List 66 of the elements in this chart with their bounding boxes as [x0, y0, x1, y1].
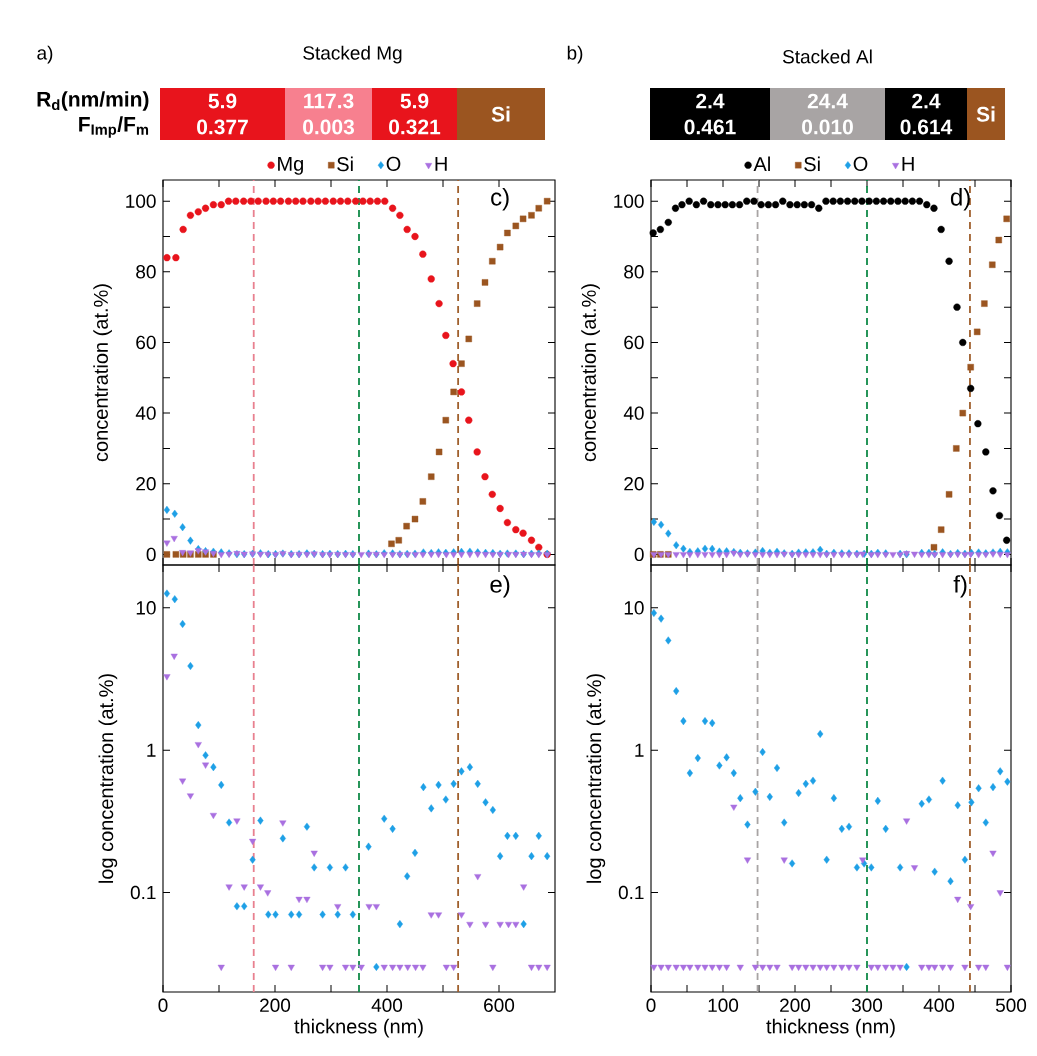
x-tick-label: 300 — [851, 998, 883, 1012]
text: a) — [37, 45, 53, 64]
y-tick-label: 100 — [126, 194, 156, 208]
legend-label: O — [386, 156, 401, 171]
x-tick-label: 200 — [260, 998, 291, 1012]
text: 2.4 — [696, 93, 725, 109]
annotation: e) — [490, 575, 510, 598]
text: 0.614 — [900, 119, 953, 135]
y-tick-label: 0.1 — [618, 885, 644, 900]
text: 0.377 — [197, 119, 248, 135]
text: Si — [976, 106, 995, 122]
y-tick-label: 10 — [624, 601, 644, 615]
y-tick-label: 1 — [635, 743, 644, 757]
y-axis-title: log concentration (at.%) — [98, 674, 118, 883]
x-tick-label: 500 — [995, 998, 1027, 1012]
legend-label: Mg — [278, 156, 303, 175]
y-tick-label: 0.1 — [130, 885, 156, 900]
y-tick-label: 60 — [136, 335, 156, 350]
text: 2.4 — [912, 93, 941, 109]
x-tick-label: 400 — [923, 998, 955, 1012]
text: Stacked Mg — [303, 45, 402, 64]
legend-label: H — [435, 156, 447, 171]
annotation: c) — [491, 188, 509, 211]
legend-label: H — [902, 156, 914, 171]
y-axis-title: concentration (at.%) — [93, 284, 112, 462]
y-tick-label: 60 — [624, 335, 644, 350]
x-tick-label: 200 — [780, 998, 811, 1012]
text: 117.3 — [304, 93, 354, 109]
x-tick-label: 400 — [371, 998, 403, 1012]
y-tick-label: 80 — [624, 265, 644, 279]
category-label: R$_{d}$(nm/min) — [37, 91, 149, 111]
annotation: f) — [953, 575, 967, 598]
annotation: d) — [950, 188, 970, 211]
x-tick-label: 0 — [158, 998, 168, 1012]
text: 0.321 — [389, 119, 441, 135]
y-tick-label: 40 — [135, 406, 156, 420]
category-label: F$_{Imp}$/F$_{m}$ — [79, 116, 149, 138]
y-tick-label: 0 — [146, 547, 156, 562]
y-tick-label: 100 — [614, 194, 644, 208]
text: 0.003 — [303, 119, 355, 135]
x-tick-label: 0 — [646, 998, 656, 1012]
y-tick-label: 20 — [624, 477, 644, 491]
x-axis-title: thickness (nm) — [294, 1018, 423, 1038]
y-tick-label: 40 — [623, 406, 644, 420]
x-tick-label: 600 — [484, 998, 515, 1012]
text: 0.461 — [684, 119, 736, 135]
y-tick-label: 80 — [136, 265, 156, 279]
legend-label: Si — [337, 156, 353, 172]
legend-label: O — [853, 156, 868, 171]
text: Si — [491, 106, 510, 122]
text: 24.4 — [807, 93, 848, 109]
text: 5.9 — [400, 93, 429, 109]
legend-label: Al — [753, 156, 770, 172]
y-axis-title: concentration (at.%) — [581, 284, 600, 462]
y-tick-label: 20 — [136, 477, 156, 491]
legend-label: Si — [804, 156, 820, 172]
text: Stacked Al — [782, 49, 872, 64]
x-tick-label: 100 — [708, 998, 739, 1012]
text: 5.9 — [208, 93, 237, 109]
y-tick-label: 0 — [634, 547, 644, 562]
x-axis-title: thickness (nm) — [766, 1018, 895, 1038]
text: b) — [567, 45, 583, 64]
y-axis-title: log concentration (at.%) — [586, 674, 606, 883]
y-tick-label: 1 — [147, 743, 156, 757]
y-tick-label: 10 — [136, 601, 156, 615]
text: 0.010 — [802, 119, 853, 135]
